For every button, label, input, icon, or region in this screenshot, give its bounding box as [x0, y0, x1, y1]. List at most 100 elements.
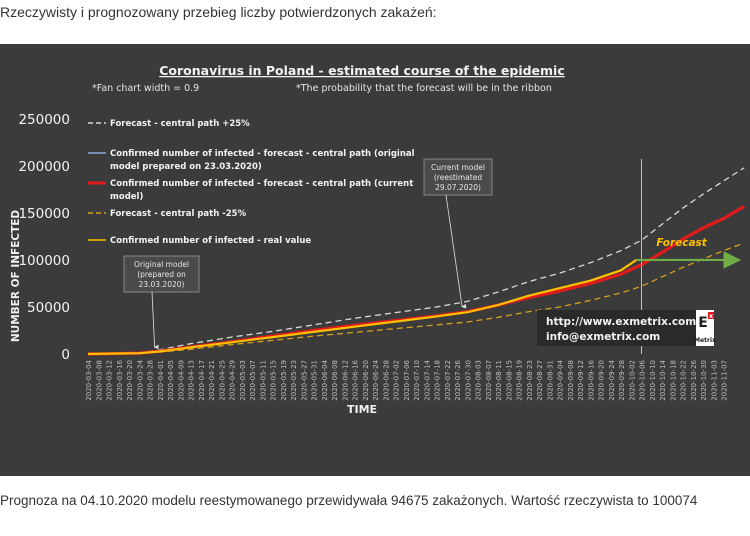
x-tick-label: 2020-03-12 [106, 360, 114, 401]
legend-label-1: Forecast - central path +25% [110, 119, 250, 129]
chart-title: Coronavirus in Poland - estimated course… [159, 63, 565, 78]
annotation-pointer-1 [151, 291, 159, 350]
x-tick-label: 2020-08-27 [536, 360, 544, 401]
legend-label-2: Confirmed number of infected - forecast … [110, 149, 415, 172]
x-tick-label: 2020-09-04 [557, 359, 565, 400]
logo-metrix: Metrix [694, 337, 716, 344]
x-tick-label: 2020-06-20 [362, 360, 370, 401]
x-tick-label: 2020-04-17 [198, 360, 206, 401]
x-tick-label: 2020-04-13 [188, 360, 196, 401]
x-tick-label: 2020-03-24 [136, 359, 144, 400]
x-tick-label: 2020-07-10 [413, 360, 421, 401]
y-tick-label: 250000 [18, 112, 70, 128]
x-tick-label: 2020-10-10 [649, 360, 657, 401]
x-tick-label: 2020-05-23 [290, 360, 298, 401]
x-tick-label: 2020-05-31 [311, 360, 319, 401]
x-tick-label: 2020-03-20 [126, 360, 134, 401]
x-tick-label: 2020-10-22 [680, 360, 688, 401]
series-line-5 [87, 258, 638, 356]
x-tick-label: 2020-09-28 [618, 360, 626, 401]
x-tick-label: 2020-04-01 [157, 360, 165, 401]
x-tick-label: 2020-09-24 [608, 359, 616, 400]
line-chart: Coronavirus in Poland - estimated course… [10, 63, 745, 416]
y-tick-label: 50000 [27, 300, 70, 316]
x-tick-label: 2020-07-22 [444, 360, 452, 401]
watermark-email: info@exmetrix.com [546, 331, 660, 343]
x-tick-label: 2020-09-16 [587, 359, 595, 400]
x-tick-label: 2020-10-02 [628, 360, 636, 401]
x-tick-label: 2020-07-26 [454, 359, 462, 400]
legend-label-4: Forecast - central path -25% [110, 209, 247, 219]
y-tick-label: 150000 [18, 206, 70, 222]
annotation-text-2: Current model (reestimated 29.07.2020) [431, 163, 485, 192]
x-tick-label: 2020-05-03 [239, 360, 247, 401]
series-line-1 [87, 167, 745, 355]
x-tick-label: 2020-09-08 [567, 360, 575, 401]
x-tick-label: 2020-06-28 [382, 360, 390, 401]
x-tick-label: 2020-08-11 [495, 360, 503, 401]
x-tick-label: 2020-04-09 [177, 360, 185, 401]
x-tick-label: 2020-03-04 [85, 359, 93, 400]
x-tick-label: 2020-08-03 [475, 360, 483, 401]
x-axis-label: TIME [347, 403, 377, 416]
x-tick-label: 2020-06-16 [352, 359, 360, 400]
x-tick-label: 2020-05-15 [270, 360, 278, 401]
x-tick-label: 2020-07-02 [393, 360, 401, 401]
y-tick-label: 200000 [18, 159, 70, 175]
x-tick-label: 2020-11-07 [721, 360, 729, 401]
chart-subtitle-1: *Fan chart width = 0.9 [92, 83, 199, 94]
x-tick-label: 2020-08-07 [485, 360, 493, 401]
x-tick-label: 2020-07-30 [464, 360, 472, 401]
forecast-label: Forecast [656, 237, 707, 249]
x-tick-label: 2020-04-25 [218, 360, 226, 401]
x-tick-label: 2020-10-30 [700, 360, 708, 401]
watermark-box [537, 310, 712, 346]
chart-figure: Coronavirus in Poland - estimated course… [0, 44, 750, 476]
series-line-4 [87, 242, 745, 355]
chart-subtitle-2: *The probability that the forecast will … [296, 83, 552, 94]
logo-letter-e: E [698, 315, 708, 331]
x-tick-label: 2020-10-18 [669, 360, 677, 401]
y-tick-label: 100000 [18, 253, 70, 269]
x-tick-label: 2020-10-26 [690, 359, 698, 400]
y-axis-label: NUMBER OF INFECTED [10, 210, 22, 343]
x-tick-label: 2020-10-14 [659, 359, 667, 400]
x-tick-label: 2020-04-29 [229, 360, 237, 401]
x-tick-label: 2020-06-12 [341, 360, 349, 401]
annotation-box-1 [123, 255, 200, 293]
annotation-text-1: Original model (prepared on 23.03.2020) [134, 260, 189, 289]
x-tick-label: 2020-08-19 [516, 360, 524, 401]
x-tick-label: 2020-07-18 [434, 360, 442, 401]
x-tick-label: 2020-03-28 [147, 360, 155, 401]
annotation-pointer-2 [445, 194, 467, 309]
x-tick-label: 2020-05-19 [280, 360, 288, 401]
x-tick-label: 2020-05-27 [300, 360, 308, 401]
x-tick-label: 2020-07-06 [403, 359, 411, 400]
x-tick-label: 2020-03-16 [116, 359, 124, 400]
x-tick-label: 2020-04-05 [167, 360, 175, 401]
exmetrix-watermark: http://www.exmetrix.com info@exmetrix.co… [537, 310, 716, 346]
legend-label-3: Confirmed number of infected - forecast … [110, 179, 413, 202]
x-tick-label: 2020-06-24 [372, 359, 380, 400]
y-tick-label: 0 [61, 347, 70, 363]
x-tick-label: 2020-06-04 [321, 359, 329, 400]
intro-text: Rzeczywisty i prognozowany przebieg licz… [0, 4, 437, 20]
x-tick-label: 2020-05-11 [259, 360, 267, 401]
x-tick-label: 2020-08-31 [546, 360, 554, 401]
x-tick-label: 2020-06-08 [331, 360, 339, 401]
x-tick-label: 2020-09-12 [577, 360, 585, 401]
x-tick-label: 2020-05-07 [249, 360, 257, 401]
annotation-box-2 [423, 158, 493, 196]
x-tick-label: 2020-07-14 [423, 359, 431, 400]
x-tick-label: 2020-11-03 [710, 360, 718, 401]
x-tick-label: 2020-09-20 [598, 360, 606, 401]
x-tick-label: 2020-03-08 [95, 360, 103, 401]
caption-text: Prognoza na 04.10.2020 modelu reestymowa… [0, 493, 698, 508]
logo-red-square [708, 312, 714, 319]
x-tick-label: 2020-08-23 [526, 360, 534, 401]
logo-letter-x: x [709, 313, 713, 320]
x-tick-label: 2020-08-15 [505, 360, 513, 401]
legend-label-5: Confirmed number of infected - real valu… [110, 236, 311, 246]
x-tick-label: 2020-04-21 [208, 360, 216, 401]
watermark-url: http://www.exmetrix.com [546, 316, 696, 328]
